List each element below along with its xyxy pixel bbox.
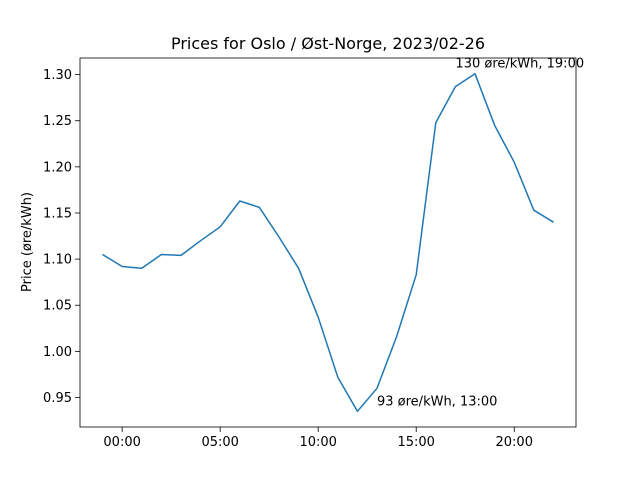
x-tick-label: 15:00 — [397, 435, 434, 450]
series-line-0 — [102, 72, 554, 413]
axes-frame — [79, 57, 577, 428]
annotation-label: 130 øre/kWh, 19:00 — [455, 57, 584, 72]
y-tick-label: 1.30 — [43, 68, 72, 83]
y-tick-label: 0.95 — [43, 391, 72, 406]
y-tick-label: 1.05 — [43, 299, 72, 314]
x-tick-label: 20:00 — [496, 435, 533, 450]
y-tick-label: 1.20 — [43, 160, 72, 175]
y-tick-label: 1.15 — [43, 206, 72, 221]
y-tick-label: 1.25 — [43, 114, 72, 129]
chart-title: Prices for Oslo / Øst-Norge, 2023/02-26 — [171, 34, 485, 53]
y-tick-label: 1.10 — [43, 253, 72, 268]
plot-area: 00:00 05:00 10:00 15:00 20:00 0.95 1.00 1.05 1.1… — [43, 57, 584, 450]
annotation-label: 93 øre/kWh, 13:00 — [377, 394, 497, 409]
y-axis-label: Price (øre/kWh) — [20, 192, 35, 292]
x-tick-label: 05:00 — [201, 435, 238, 450]
y-tick-label: 1.00 — [43, 345, 72, 360]
x-tick-label: 00:00 — [103, 435, 140, 450]
x-tick-label: 10:00 — [299, 435, 336, 450]
